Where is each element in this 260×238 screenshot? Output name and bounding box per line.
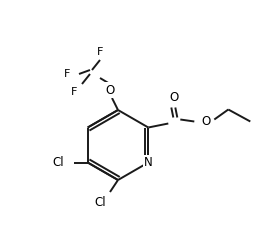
- Text: O: O: [170, 91, 179, 104]
- Text: F: F: [71, 87, 77, 97]
- Text: F: F: [97, 47, 103, 57]
- Text: O: O: [105, 84, 115, 96]
- Text: Cl: Cl: [94, 195, 106, 208]
- Text: F: F: [64, 69, 70, 79]
- Text: Cl: Cl: [52, 156, 63, 169]
- Text: N: N: [144, 156, 153, 169]
- Text: O: O: [202, 115, 211, 128]
